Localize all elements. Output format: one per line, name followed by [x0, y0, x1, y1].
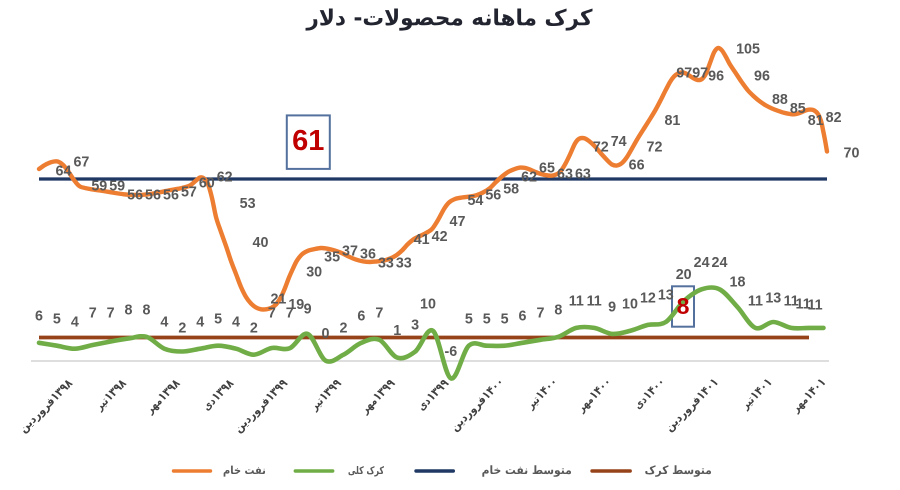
svg-text:41: 41 [414, 232, 430, 248]
svg-text:11: 11 [796, 297, 811, 313]
svg-text:57: 57 [181, 184, 197, 200]
svg-text:4: 4 [196, 314, 204, 330]
svg-text:7: 7 [268, 305, 276, 321]
svg-text:82: 82 [826, 110, 842, 126]
svg-text:11: 11 [784, 294, 799, 310]
svg-text:66: 66 [629, 158, 645, 174]
svg-text:97: 97 [692, 65, 708, 81]
svg-text:13: 13 [658, 288, 674, 304]
svg-text:64: 64 [56, 164, 72, 180]
svg-text:5: 5 [483, 311, 491, 327]
svg-text:63: 63 [557, 167, 573, 183]
svg-text:20: 20 [676, 267, 692, 283]
svg-text:8: 8 [125, 302, 133, 318]
svg-text:97: 97 [676, 65, 692, 81]
svg-text:5: 5 [465, 311, 473, 327]
svg-text:7: 7 [107, 305, 115, 321]
svg-text:85: 85 [790, 101, 806, 117]
svg-text:33: 33 [396, 256, 412, 272]
svg-text:11: 11 [748, 294, 763, 310]
svg-text:70: 70 [844, 146, 860, 162]
svg-text:59: 59 [109, 178, 125, 194]
svg-text:56: 56 [145, 187, 161, 203]
svg-text:62: 62 [217, 169, 233, 185]
svg-text:53: 53 [240, 196, 256, 212]
svg-text:-6: -6 [445, 344, 458, 360]
svg-text:42: 42 [432, 229, 448, 245]
svg-text:62: 62 [521, 169, 537, 185]
svg-text:33: 33 [378, 256, 394, 272]
svg-text:9: 9 [608, 300, 616, 316]
svg-text:18: 18 [730, 275, 746, 291]
svg-text:11: 11 [807, 298, 822, 314]
svg-text:40: 40 [253, 235, 269, 251]
svg-text:7: 7 [537, 305, 545, 321]
svg-text:10: 10 [622, 297, 638, 313]
svg-text:7: 7 [286, 305, 294, 321]
svg-text:65: 65 [539, 161, 555, 177]
svg-text:24: 24 [712, 255, 728, 271]
svg-text:74: 74 [611, 134, 627, 150]
svg-text:21: 21 [270, 291, 286, 307]
svg-text:4: 4 [232, 314, 240, 330]
svg-text:96: 96 [708, 68, 724, 84]
svg-text:105: 105 [736, 42, 760, 58]
svg-text:3: 3 [411, 317, 419, 333]
svg-text:72: 72 [647, 140, 663, 156]
svg-text:7: 7 [375, 305, 383, 321]
svg-text:67: 67 [73, 155, 89, 171]
svg-text:13: 13 [765, 291, 781, 307]
svg-text:11: 11 [569, 294, 584, 310]
svg-text:30: 30 [306, 265, 322, 281]
svg-text:9: 9 [304, 302, 312, 318]
svg-text:5: 5 [214, 311, 222, 327]
svg-text:10: 10 [420, 297, 436, 313]
svg-text:88: 88 [772, 92, 788, 108]
svg-text:36: 36 [360, 247, 376, 263]
svg-text:56: 56 [127, 187, 143, 203]
svg-text:12: 12 [640, 291, 656, 307]
svg-text:54: 54 [467, 193, 483, 209]
svg-text:7: 7 [89, 305, 97, 321]
svg-text:2: 2 [250, 320, 258, 336]
svg-text:56: 56 [485, 187, 501, 203]
svg-text:4: 4 [160, 314, 168, 330]
svg-text:11: 11 [587, 294, 602, 310]
svg-text:2: 2 [340, 320, 348, 336]
svg-text:6: 6 [35, 308, 43, 324]
svg-text:63: 63 [575, 167, 591, 183]
svg-text:59: 59 [91, 178, 107, 194]
svg-text:6: 6 [357, 308, 365, 324]
svg-text:5: 5 [53, 311, 61, 327]
svg-text:58: 58 [503, 181, 519, 197]
svg-text:4: 4 [71, 314, 79, 330]
svg-text:8: 8 [554, 302, 562, 318]
svg-text:37: 37 [342, 244, 358, 260]
svg-text:2: 2 [178, 320, 186, 336]
svg-text:19: 19 [288, 297, 304, 313]
svg-text:81: 81 [808, 113, 824, 129]
svg-text:0: 0 [322, 326, 330, 342]
svg-text:72: 72 [593, 140, 609, 156]
svg-text:56: 56 [163, 187, 179, 203]
svg-text:5: 5 [501, 311, 509, 327]
svg-text:81: 81 [664, 113, 680, 129]
svg-text:60: 60 [199, 175, 215, 191]
svg-text:47: 47 [450, 214, 466, 230]
svg-text:35: 35 [324, 250, 340, 266]
svg-text:96: 96 [754, 68, 770, 84]
svg-text:6: 6 [519, 308, 527, 324]
svg-text:8: 8 [143, 302, 151, 318]
svg-text:1: 1 [393, 323, 401, 339]
svg-text:24: 24 [694, 255, 710, 271]
